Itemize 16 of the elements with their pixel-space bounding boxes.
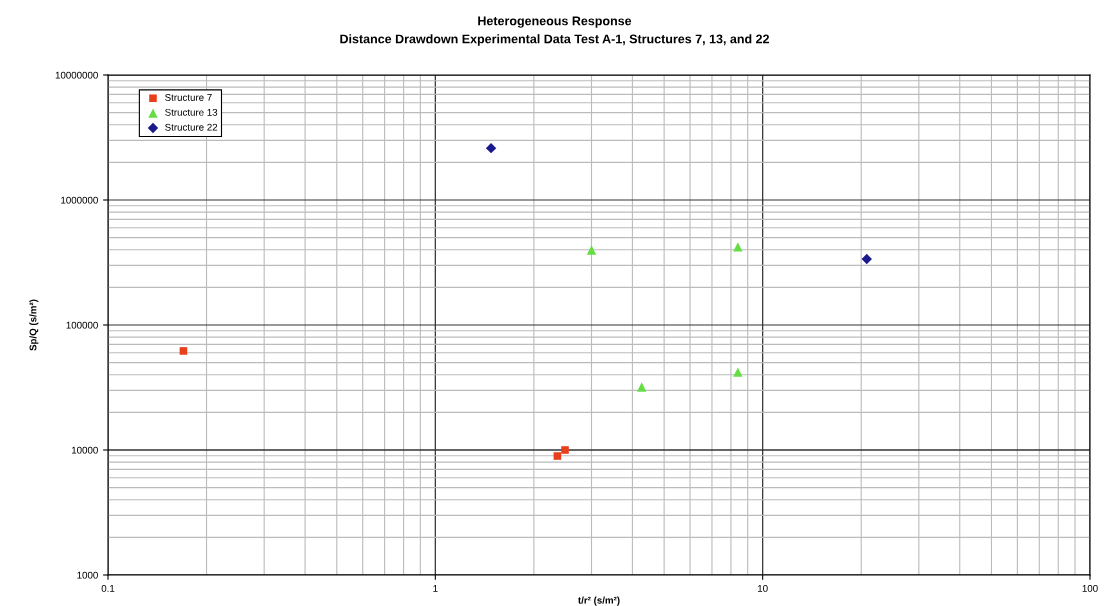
y-axis-title: Sp/Q (s/m²)	[29, 299, 39, 351]
legend-label: Structure 13	[165, 108, 218, 116]
y-tick-label: 10000	[71, 446, 98, 454]
y-tick-label: 100000	[66, 321, 98, 329]
legend-label: Structure 22	[165, 123, 218, 131]
legend-label: Structure 7	[165, 94, 212, 101]
chart-subtitle: Distance Drawdown Experimental Data Test A-1, Structures 7, 13, and 22	[340, 34, 770, 46]
x-axis-title: t/r² (s/m²)	[578, 596, 620, 606]
x-tick-label: 100	[1082, 584, 1098, 592]
x-tick-label: 0.1	[101, 584, 115, 592]
y-tick-label: 1000	[77, 571, 98, 579]
x-tick-label: 10	[758, 584, 768, 592]
chart-title: Heterogeneous Response	[478, 16, 632, 28]
y-tick-label: 10000000	[55, 71, 98, 79]
y-tick-label: 1000000	[61, 196, 98, 204]
x-tick-label: 1	[433, 585, 438, 592]
